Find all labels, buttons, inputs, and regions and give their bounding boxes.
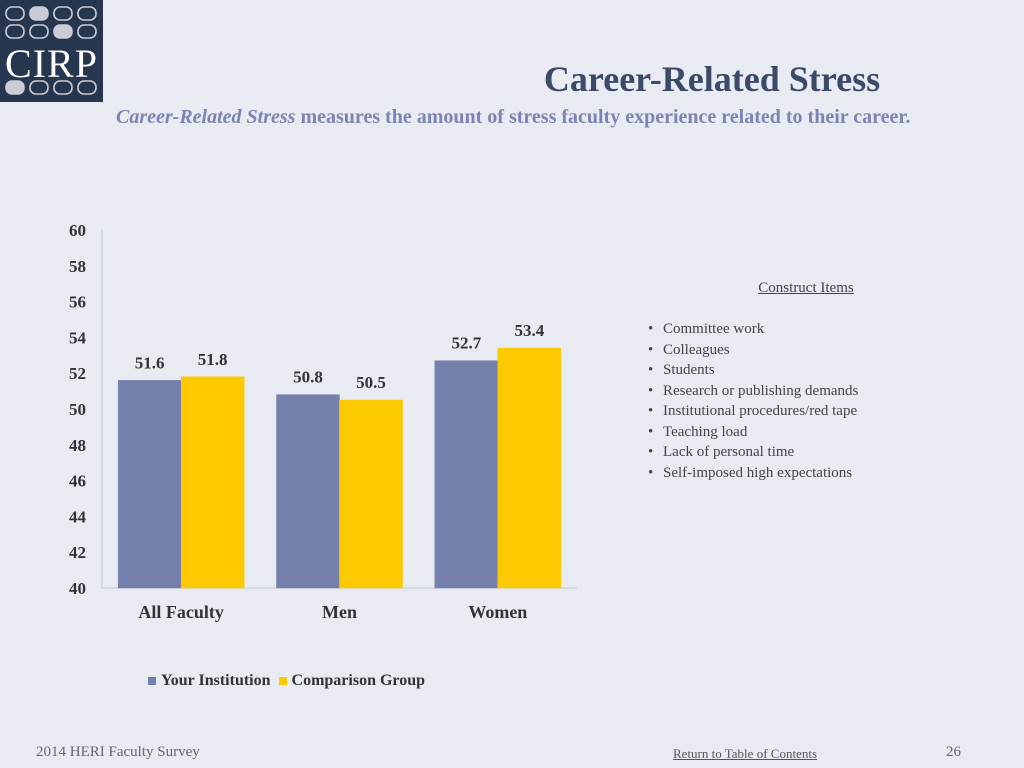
page-number: 26 (946, 744, 961, 760)
construct-items-list: • Committee work • Colleagues • Students • R… (648, 319, 968, 483)
list-item: • Students (648, 360, 968, 381)
x-tick-label: Men (322, 602, 357, 622)
page-subtitle: Career-Related Stress measures the amoun… (116, 106, 1014, 129)
y-tick-label: 42 (69, 543, 86, 562)
y-tick-label: 60 (69, 221, 86, 240)
return-to-toc-link[interactable]: Return to Table of Contents (673, 746, 817, 761)
bar (497, 347, 562, 589)
list-item: • Colleagues (648, 340, 968, 361)
data-label: 50.8 (293, 368, 323, 387)
legend-item-your-institution: Your Institution (148, 672, 271, 690)
bullet-icon: • (648, 423, 654, 440)
data-label: 51.6 (135, 353, 165, 372)
list-item: • Committee work (648, 319, 968, 340)
subtitle-text: measures the amount of stress faculty ex… (295, 106, 911, 128)
data-label: 53.4 (514, 321, 544, 340)
y-tick-label: 44 (69, 507, 87, 526)
bullet-icon: • (648, 341, 654, 358)
bullet-icon: • (648, 444, 654, 460)
bar (180, 376, 245, 589)
bullet-icon: • (648, 464, 654, 481)
y-tick-label: 58 (69, 257, 86, 276)
list-item: • Research or publishing demands (648, 381, 968, 402)
list-item: • Self-imposed high expectations (648, 463, 968, 484)
y-tick-label: 40 (69, 579, 86, 598)
page-title: Career-Related Stress (543, 59, 881, 99)
x-tick-label: Women (468, 602, 527, 622)
bullet-icon: • (648, 321, 654, 337)
legend-item-comparison-group: Comparison Group (278, 672, 426, 690)
logo-text: CIRP (5, 41, 97, 86)
bar (339, 399, 403, 589)
legend-label-your-institution: Your Institution (161, 672, 271, 689)
bar (117, 380, 182, 589)
bullet-icon: • (648, 382, 654, 399)
bullet-icon: • (648, 362, 654, 378)
bar (276, 394, 340, 589)
y-tick-label: 54 (69, 328, 87, 347)
data-label: 51.8 (198, 350, 228, 369)
list-item: • Institutional procedures/red tape (648, 401, 968, 422)
footer-survey-name: 2014 HERI Faculty Survey (36, 744, 200, 760)
y-tick-label: 50 (69, 400, 86, 419)
y-tick-label: 56 (69, 293, 86, 312)
chart-legend: Your Institution Comparison Group (148, 672, 433, 690)
legend-label-comparison-group: Comparison Group (291, 672, 426, 689)
list-item: • Teaching load (648, 422, 968, 443)
cirp-logo: CIRP (0, 0, 103, 102)
construct-items-title: Construct Items (758, 280, 854, 296)
legend-swatch-your-institution (148, 677, 156, 685)
bar (434, 360, 499, 589)
subtitle-emphasis: Career-Related Stress (116, 106, 296, 128)
legend-swatch-comparison-group (278, 677, 287, 685)
data-label: 52.7 (451, 334, 481, 353)
y-tick-label: 52 (69, 364, 86, 383)
construct-items-panel: Construct Items • Committee work • Colleag… (648, 280, 968, 483)
x-tick-label: All Faculty (138, 602, 224, 622)
y-tick-label: 46 (69, 472, 86, 491)
bullet-icon: • (648, 403, 654, 419)
y-tick-label: 48 (69, 436, 86, 455)
data-label: 50.5 (356, 373, 386, 392)
list-item: • Lack of personal time (648, 442, 968, 463)
